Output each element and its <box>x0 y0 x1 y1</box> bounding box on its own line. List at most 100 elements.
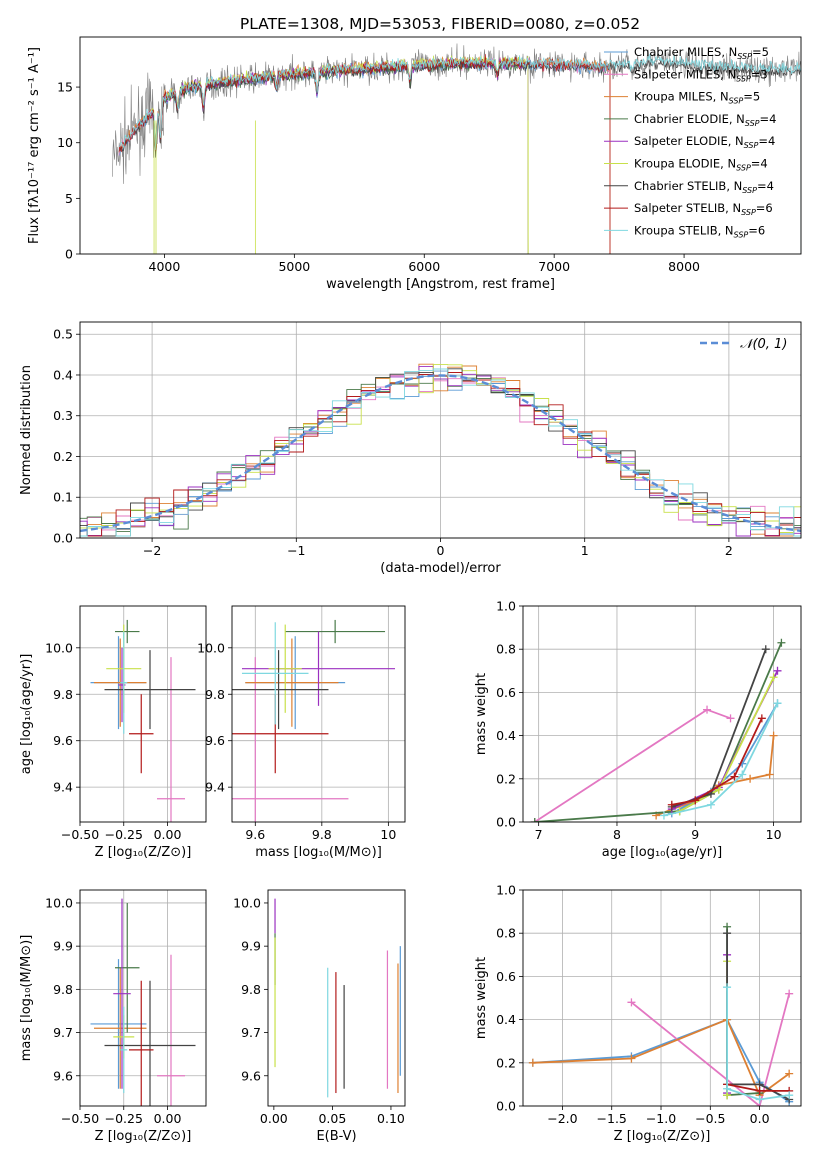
x-tick-label: −1 <box>287 543 305 558</box>
mass-weight-point <box>723 983 732 992</box>
x-tick-label: −2.0 <box>547 1111 577 1126</box>
x-tick-label: 0.0 <box>750 1111 770 1126</box>
x-tick-label: 0 <box>437 543 445 558</box>
mass-weight-line <box>726 987 790 1101</box>
x-axis-label: age [log₁₀(age/yr)] <box>602 845 723 860</box>
mass-weight-point <box>746 774 755 783</box>
mass-weight-point <box>761 645 770 654</box>
y-tick-label: 0 <box>65 247 73 262</box>
plot-area <box>80 363 801 537</box>
mass-weight-point <box>773 666 782 675</box>
y-tick-label: 0.6 <box>496 969 516 984</box>
legend-entry: Chabrier MILES, NSSP=5 <box>634 45 769 61</box>
x-tick-label: 2 <box>725 543 733 558</box>
y-tick-label: 0.1 <box>53 490 73 505</box>
y-tick-label: 9.4 <box>205 780 225 795</box>
mass-weight-point <box>659 811 668 820</box>
axes-frame <box>79 605 207 823</box>
spectrum-legend: Chabrier MILES, NSSP=5 Salpeter MILES, NS… <box>604 45 776 239</box>
plot-area <box>274 898 401 1098</box>
axes-frame <box>231 605 406 823</box>
mass-weight-point <box>773 699 782 708</box>
x-axis-label: wavelength [Angstrom, rest frame] <box>326 277 555 292</box>
chart-spectrum: 4000 5000 6000 7000 8000 0 5 10 15 wavelength [An… <box>27 36 802 292</box>
x-tick-label: 8 <box>613 827 621 842</box>
mass-weight-line <box>671 717 763 806</box>
y-tick-label: 1.0 <box>496 599 516 614</box>
legend-entry: Salpeter MILES, NSSP=3 <box>634 67 768 83</box>
y-tick-label: 0.6 <box>496 685 516 700</box>
x-tick-label: 10 <box>766 827 782 842</box>
legend-entry: Chabrier STELIB, NSSP=4 <box>634 179 774 195</box>
x-tick-label: 9 <box>691 827 699 842</box>
x-axis-label: Z [log₁₀(Z/Z⊙)] <box>95 845 192 860</box>
mass-weight-point <box>627 1054 636 1063</box>
x-tick-label: 0.00 <box>154 1111 182 1126</box>
y-tick-label: 0.3 <box>53 408 73 423</box>
y-tick-label: 0.4 <box>496 1012 516 1027</box>
mass-weight-point <box>703 705 712 714</box>
y-tick-label: 1.0 <box>496 883 516 898</box>
observed-spectrum <box>112 43 801 184</box>
x-axis-label: Z [log₁₀(Z/Z⊙)] <box>614 1129 711 1144</box>
x-tick-label: −2 <box>143 543 161 558</box>
legend-entry: Salpeter STELIB, NSSP=6 <box>634 201 773 217</box>
residual-histogram <box>80 364 801 533</box>
axes-frame <box>522 605 802 823</box>
mass-weight-point <box>769 673 778 682</box>
y-tick-label: 0.2 <box>496 1055 516 1070</box>
legend-entry: 𝒩(0, 1) <box>740 337 787 352</box>
x-tick-label: 0.00 <box>260 1111 288 1126</box>
y-axis-label: age [log₁₀(age/yr)] <box>19 654 34 775</box>
y-tick-label: 9.6 <box>241 1068 261 1083</box>
residual-histogram <box>80 375 801 537</box>
chart-mass-weight-vs-Z: −2.0 −1.5 −1.0 −0.5 0.0 0.0 0.2 0.4 0.6 0.8 1.0 Z [… <box>474 883 802 1144</box>
x-tick-label: −0.50 <box>61 1111 99 1126</box>
x-tick-label: 8000 <box>668 259 700 274</box>
y-tick-label: 9.8 <box>53 982 73 997</box>
axes-frame <box>267 889 406 1107</box>
y-tick-label: 0.2 <box>496 771 516 786</box>
residual-histogram <box>80 368 801 537</box>
axes-frame <box>79 889 207 1107</box>
y-tick-label: 0.4 <box>53 367 73 382</box>
mass-weight-point <box>726 714 735 723</box>
y-tick-label: 5 <box>65 191 73 206</box>
mass-weight-point <box>785 1069 794 1078</box>
x-tick-label: 10 <box>380 827 396 842</box>
mass-weight-point <box>785 989 794 998</box>
model-spectrum <box>118 54 801 254</box>
x-tick-label: 9.6 <box>245 827 265 842</box>
chart-mass-vs-Z: −0.50 −0.25 0.00 9.6 9.7 9.8 9.9 10.0 Z [log₁₀(Z… <box>19 889 207 1144</box>
mass-weight-point <box>738 770 747 779</box>
y-tick-label: 9.9 <box>241 939 261 954</box>
x-axis-label: mass [log₁₀(M/M⊙)] <box>255 845 382 860</box>
y-tick-label: 10.0 <box>45 640 73 655</box>
y-axis-label: mass weight <box>474 673 489 755</box>
legend-entry: Chabrier ELODIE, NSSP=4 <box>634 112 776 128</box>
y-tick-label: 0.2 <box>53 449 73 464</box>
y-tick-label: 9.4 <box>53 780 73 795</box>
y-tick-label: 10.0 <box>233 895 261 910</box>
plot-area <box>528 922 794 1106</box>
x-tick-label: 0.10 <box>377 1111 405 1126</box>
y-axis-label: Normed distribution <box>19 365 34 495</box>
y-tick-label: 0.0 <box>53 531 73 546</box>
y-tick-label: 9.6 <box>205 733 225 748</box>
y-axis-label: Flux [fλ10⁻¹⁷ erg cm⁻² s⁻¹ A⁻¹] <box>27 47 42 244</box>
plot-area <box>232 619 396 822</box>
y-tick-label: 9.7 <box>241 1025 261 1040</box>
legend-entry: Kroupa MILES, NSSP=5 <box>634 90 760 106</box>
x-tick-label: 9.8 <box>312 827 332 842</box>
plot-area <box>530 638 786 822</box>
y-tick-label: 10.0 <box>45 895 73 910</box>
y-tick-label: 9.8 <box>205 687 225 702</box>
mass-weight-point <box>530 818 539 822</box>
y-axis-label: mass weight <box>474 957 489 1039</box>
chart-mass-vs-EBV: 0.00 0.05 0.10 9.6 9.7 9.8 9.9 10.0 E(B-V) <box>233 889 406 1144</box>
mass-weight-point <box>627 998 636 1007</box>
y-tick-label: 10.0 <box>197 640 225 655</box>
y-tick-label: 9.8 <box>241 982 261 997</box>
mass-weight-point <box>528 1058 537 1067</box>
